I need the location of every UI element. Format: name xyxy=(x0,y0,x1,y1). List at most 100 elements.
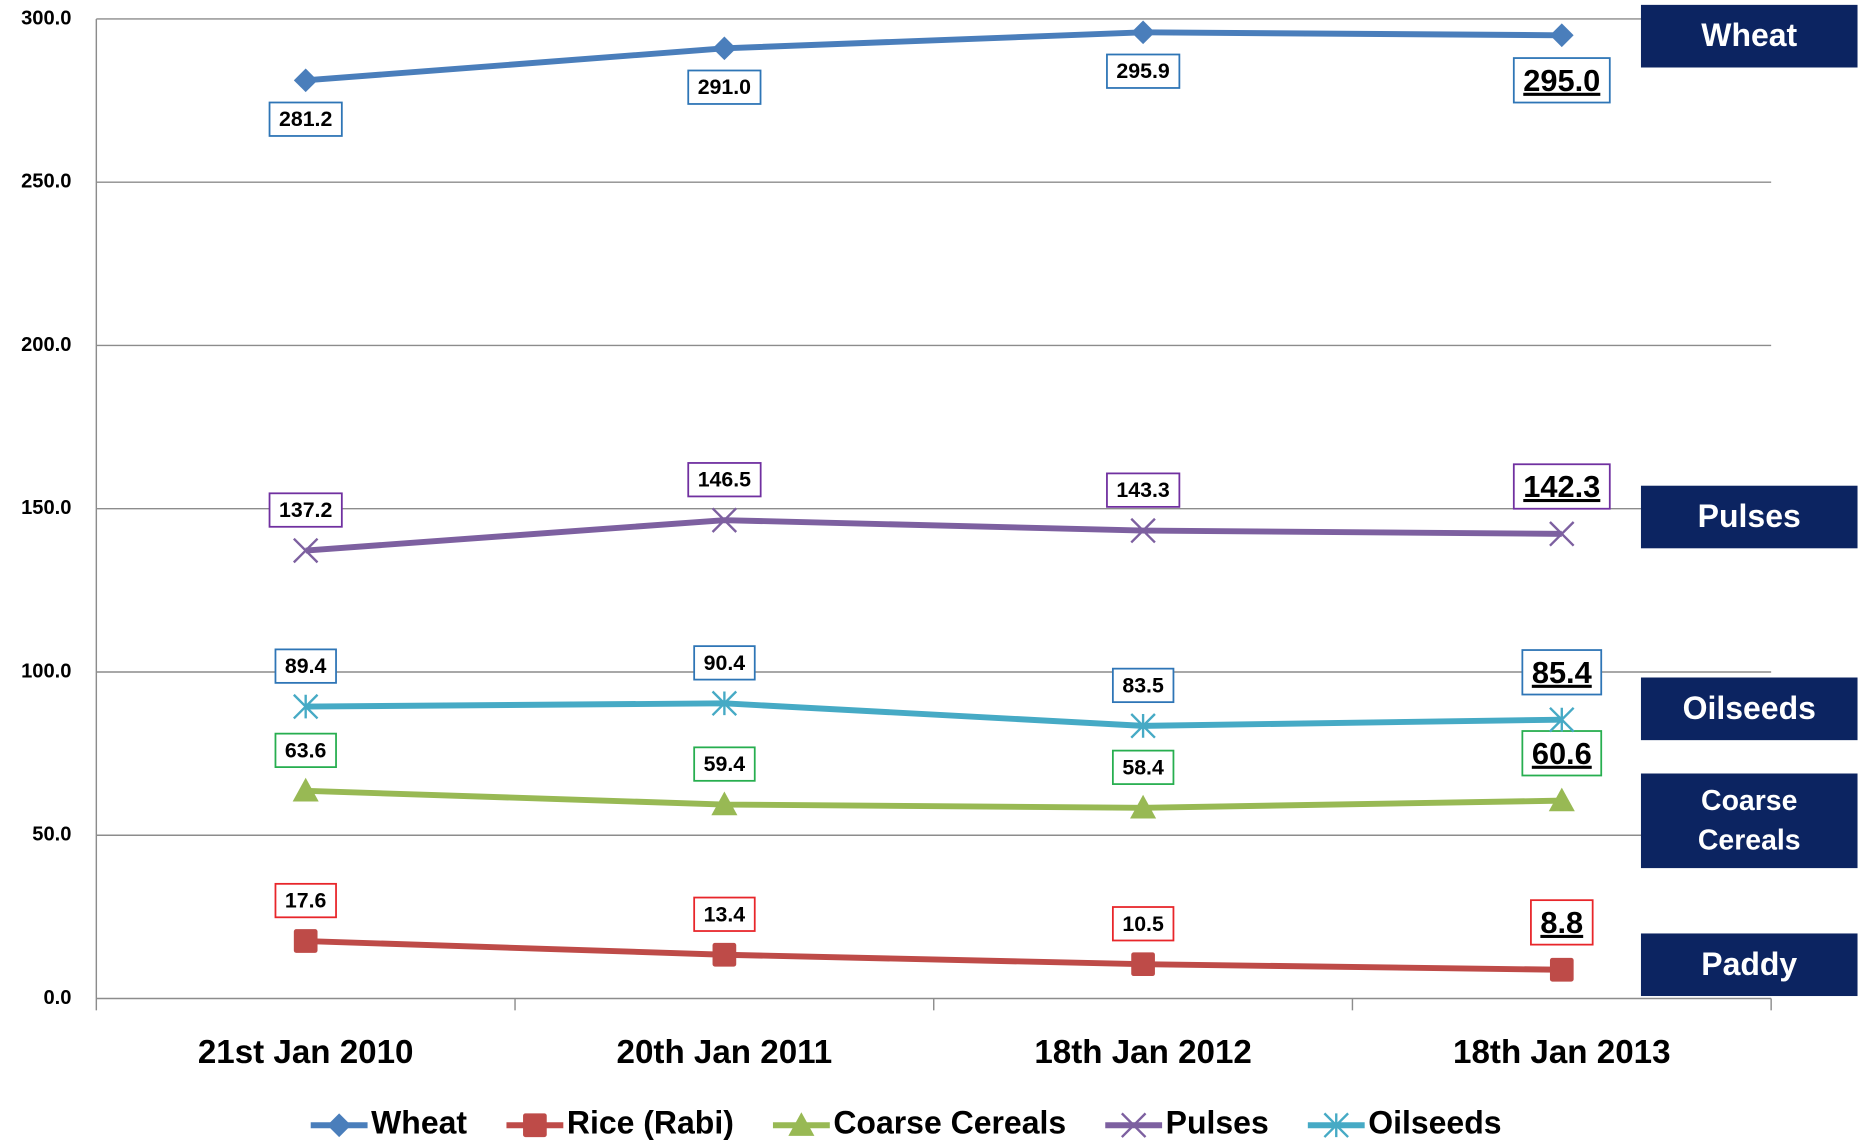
legend-label: Rice (Rabi) xyxy=(567,1105,734,1141)
y-tick-label: 200.0 xyxy=(21,334,71,356)
label-box xyxy=(1111,667,1175,704)
label-box xyxy=(1521,730,1603,777)
marker-square xyxy=(523,1113,547,1138)
data-label: 10.5 xyxy=(1111,906,1175,942)
x-tick-label: 20th Jan 2011 xyxy=(617,1034,833,1071)
data-label: 17.6 xyxy=(274,882,337,919)
marker-diamond xyxy=(1549,23,1574,48)
y-tick-label: 100.0 xyxy=(21,660,71,682)
label-box xyxy=(693,645,756,681)
data-label-text: 291.0 xyxy=(698,75,751,99)
label-box xyxy=(268,492,343,528)
marker-triangle xyxy=(1130,794,1157,819)
data-label: 142.3 xyxy=(1512,463,1611,510)
data-label-text: 90.4 xyxy=(704,651,746,675)
data-label-text: 146.5 xyxy=(698,468,751,492)
x-tick-label: 18th Jan 2013 xyxy=(1453,1034,1671,1071)
side-label-text: Oilseeds xyxy=(1640,677,1858,741)
data-label: 83.5 xyxy=(1111,667,1175,704)
data-label: 63.6 xyxy=(274,732,337,768)
data-label-text: 10.5 xyxy=(1122,912,1164,936)
data-label-text: 295.9 xyxy=(1116,59,1169,83)
series-line xyxy=(305,938,1562,973)
y-tick-label: 150.0 xyxy=(21,497,71,519)
data-label-text: 89.4 xyxy=(285,654,327,678)
label-box xyxy=(693,896,756,932)
data-label-text: 8.8 xyxy=(1540,905,1583,940)
data-label-text: 143.3 xyxy=(1116,478,1169,502)
marker-triangle xyxy=(1548,787,1575,812)
label-box xyxy=(274,882,337,919)
data-label-text: 137.2 xyxy=(279,498,332,522)
data-label-text: 58.4 xyxy=(1122,755,1164,779)
label-box xyxy=(1111,749,1175,785)
side-label: Coarse Cereals xyxy=(1640,773,1858,869)
data-label-text: 17.6 xyxy=(285,889,327,913)
data-label-text: 13.4 xyxy=(704,902,746,926)
data-label-text: 85.4 xyxy=(1532,655,1592,690)
marker-x xyxy=(1549,521,1575,547)
side-label: Pulses xyxy=(1640,485,1858,549)
side-label-text: Pulses xyxy=(1640,485,1858,549)
label-box xyxy=(1512,57,1611,104)
marker-diamond xyxy=(293,68,318,93)
marker-triangle xyxy=(292,777,319,802)
series-line xyxy=(305,517,1562,554)
marker-star xyxy=(711,690,738,717)
data-label: 137.2 xyxy=(268,492,343,528)
marker-star xyxy=(1549,706,1575,733)
marker-square xyxy=(293,929,318,953)
y-tick-label: 50.0 xyxy=(32,824,71,846)
y-tick-label: 250.0 xyxy=(21,171,71,193)
marker-x xyxy=(1120,1112,1147,1138)
label-box xyxy=(274,648,337,684)
x-tick-label: 21st Jan 2010 xyxy=(198,1034,414,1071)
side-label: Oilseeds xyxy=(1640,677,1858,741)
marker-star xyxy=(1130,713,1156,739)
legend-label: Oilseeds xyxy=(1368,1105,1501,1141)
data-label-text: 63.6 xyxy=(285,738,327,762)
marker-diamond xyxy=(327,1113,351,1138)
y-tick-label: 0.0 xyxy=(43,987,71,1009)
marker-square xyxy=(1549,957,1574,982)
marker-square xyxy=(712,942,737,967)
label-box xyxy=(687,462,762,498)
data-label-text: 281.2 xyxy=(279,107,332,131)
marker-square xyxy=(1131,952,1155,977)
marker-x xyxy=(292,537,319,564)
side-label-text: Paddy xyxy=(1640,933,1858,997)
label-box xyxy=(1530,899,1594,946)
y-tick-label: 300.0 xyxy=(21,7,71,29)
data-label: 143.3 xyxy=(1106,472,1181,508)
label-box xyxy=(1106,472,1181,508)
data-label-text: 59.4 xyxy=(704,752,746,776)
side-label: Wheat xyxy=(1640,4,1858,68)
marker-diamond xyxy=(1131,20,1155,45)
marker-x xyxy=(1130,517,1156,544)
label-box xyxy=(1111,906,1175,942)
data-label: 281.2 xyxy=(268,101,343,137)
series-line xyxy=(305,787,1562,811)
legend-label: Wheat xyxy=(371,1105,467,1141)
data-label: 8.8 xyxy=(1530,899,1594,946)
marker-star xyxy=(292,693,319,720)
data-label: 85.4 xyxy=(1521,649,1603,696)
data-label: 90.4 xyxy=(693,645,756,681)
marker-diamond xyxy=(712,36,737,61)
data-label: 89.4 xyxy=(274,648,337,684)
data-label: 146.5 xyxy=(687,462,762,498)
data-label: 291.0 xyxy=(687,69,762,105)
data-label-text: 60.6 xyxy=(1532,736,1592,771)
legend-label: Coarse Cereals xyxy=(833,1105,1066,1141)
label-box xyxy=(693,746,756,782)
label-box xyxy=(1512,463,1611,510)
series-line xyxy=(305,29,1562,84)
data-label-text: 83.5 xyxy=(1122,673,1164,697)
side-label-text: Coarse Cereals xyxy=(1640,773,1858,869)
data-label: 59.4 xyxy=(693,746,756,782)
data-label: 60.6 xyxy=(1521,730,1603,777)
data-label-text: 295.0 xyxy=(1523,63,1600,98)
legend-label: Pulses xyxy=(1166,1105,1269,1141)
